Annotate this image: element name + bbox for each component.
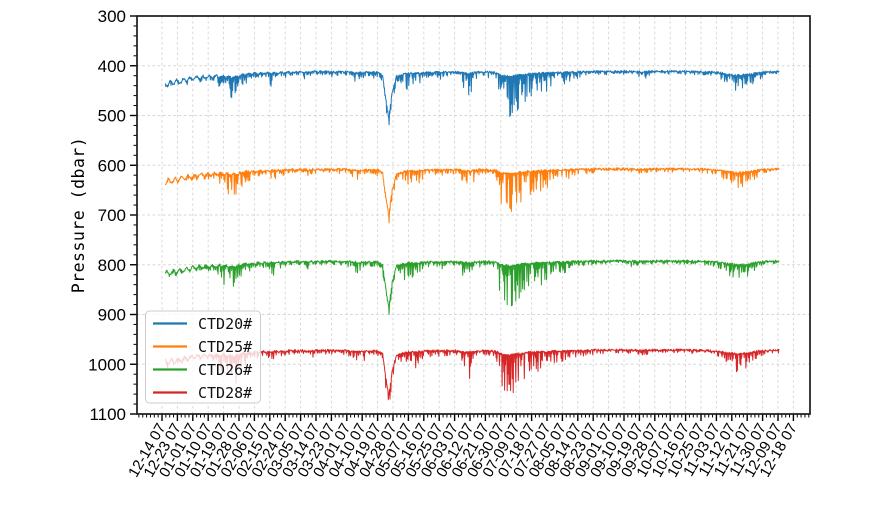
y-tick-label: 1100 <box>89 405 126 424</box>
y-tick-label: 1000 <box>88 355 126 374</box>
legend-label-ctd25: CTD25# <box>198 338 252 356</box>
y-tick-label: 300 <box>98 7 126 26</box>
legend-label-ctd26: CTD26# <box>198 361 252 379</box>
series-CTD20# <box>164 69 780 126</box>
y-tick-label: 700 <box>98 206 126 225</box>
legend-box <box>145 310 261 404</box>
legend-entry: CTD25# <box>153 338 252 356</box>
series-CTD28# <box>164 348 780 401</box>
legend-entry: CTD26# <box>153 361 252 379</box>
legend-entry: CTD20# <box>153 315 252 333</box>
y-tick-label: 800 <box>98 256 126 275</box>
y-axis-label: Pressure (dbar) <box>69 137 88 294</box>
series-CTD26# <box>164 259 780 315</box>
legend: CTD20# CTD25# CTD26# CTD28# <box>145 310 261 404</box>
plot-area <box>137 15 810 415</box>
y-tick-label: 500 <box>98 107 126 126</box>
series-CTD25# <box>164 167 780 224</box>
legend-label-ctd28: CTD28# <box>198 384 252 402</box>
y-tick-label: 900 <box>98 306 126 325</box>
y-tick-label: 400 <box>98 57 126 76</box>
y-tick-label: 600 <box>98 156 126 175</box>
legend-label-ctd20: CTD20# <box>198 315 252 333</box>
plot-border <box>136 15 811 415</box>
legend-entry: CTD28# <box>153 384 252 402</box>
